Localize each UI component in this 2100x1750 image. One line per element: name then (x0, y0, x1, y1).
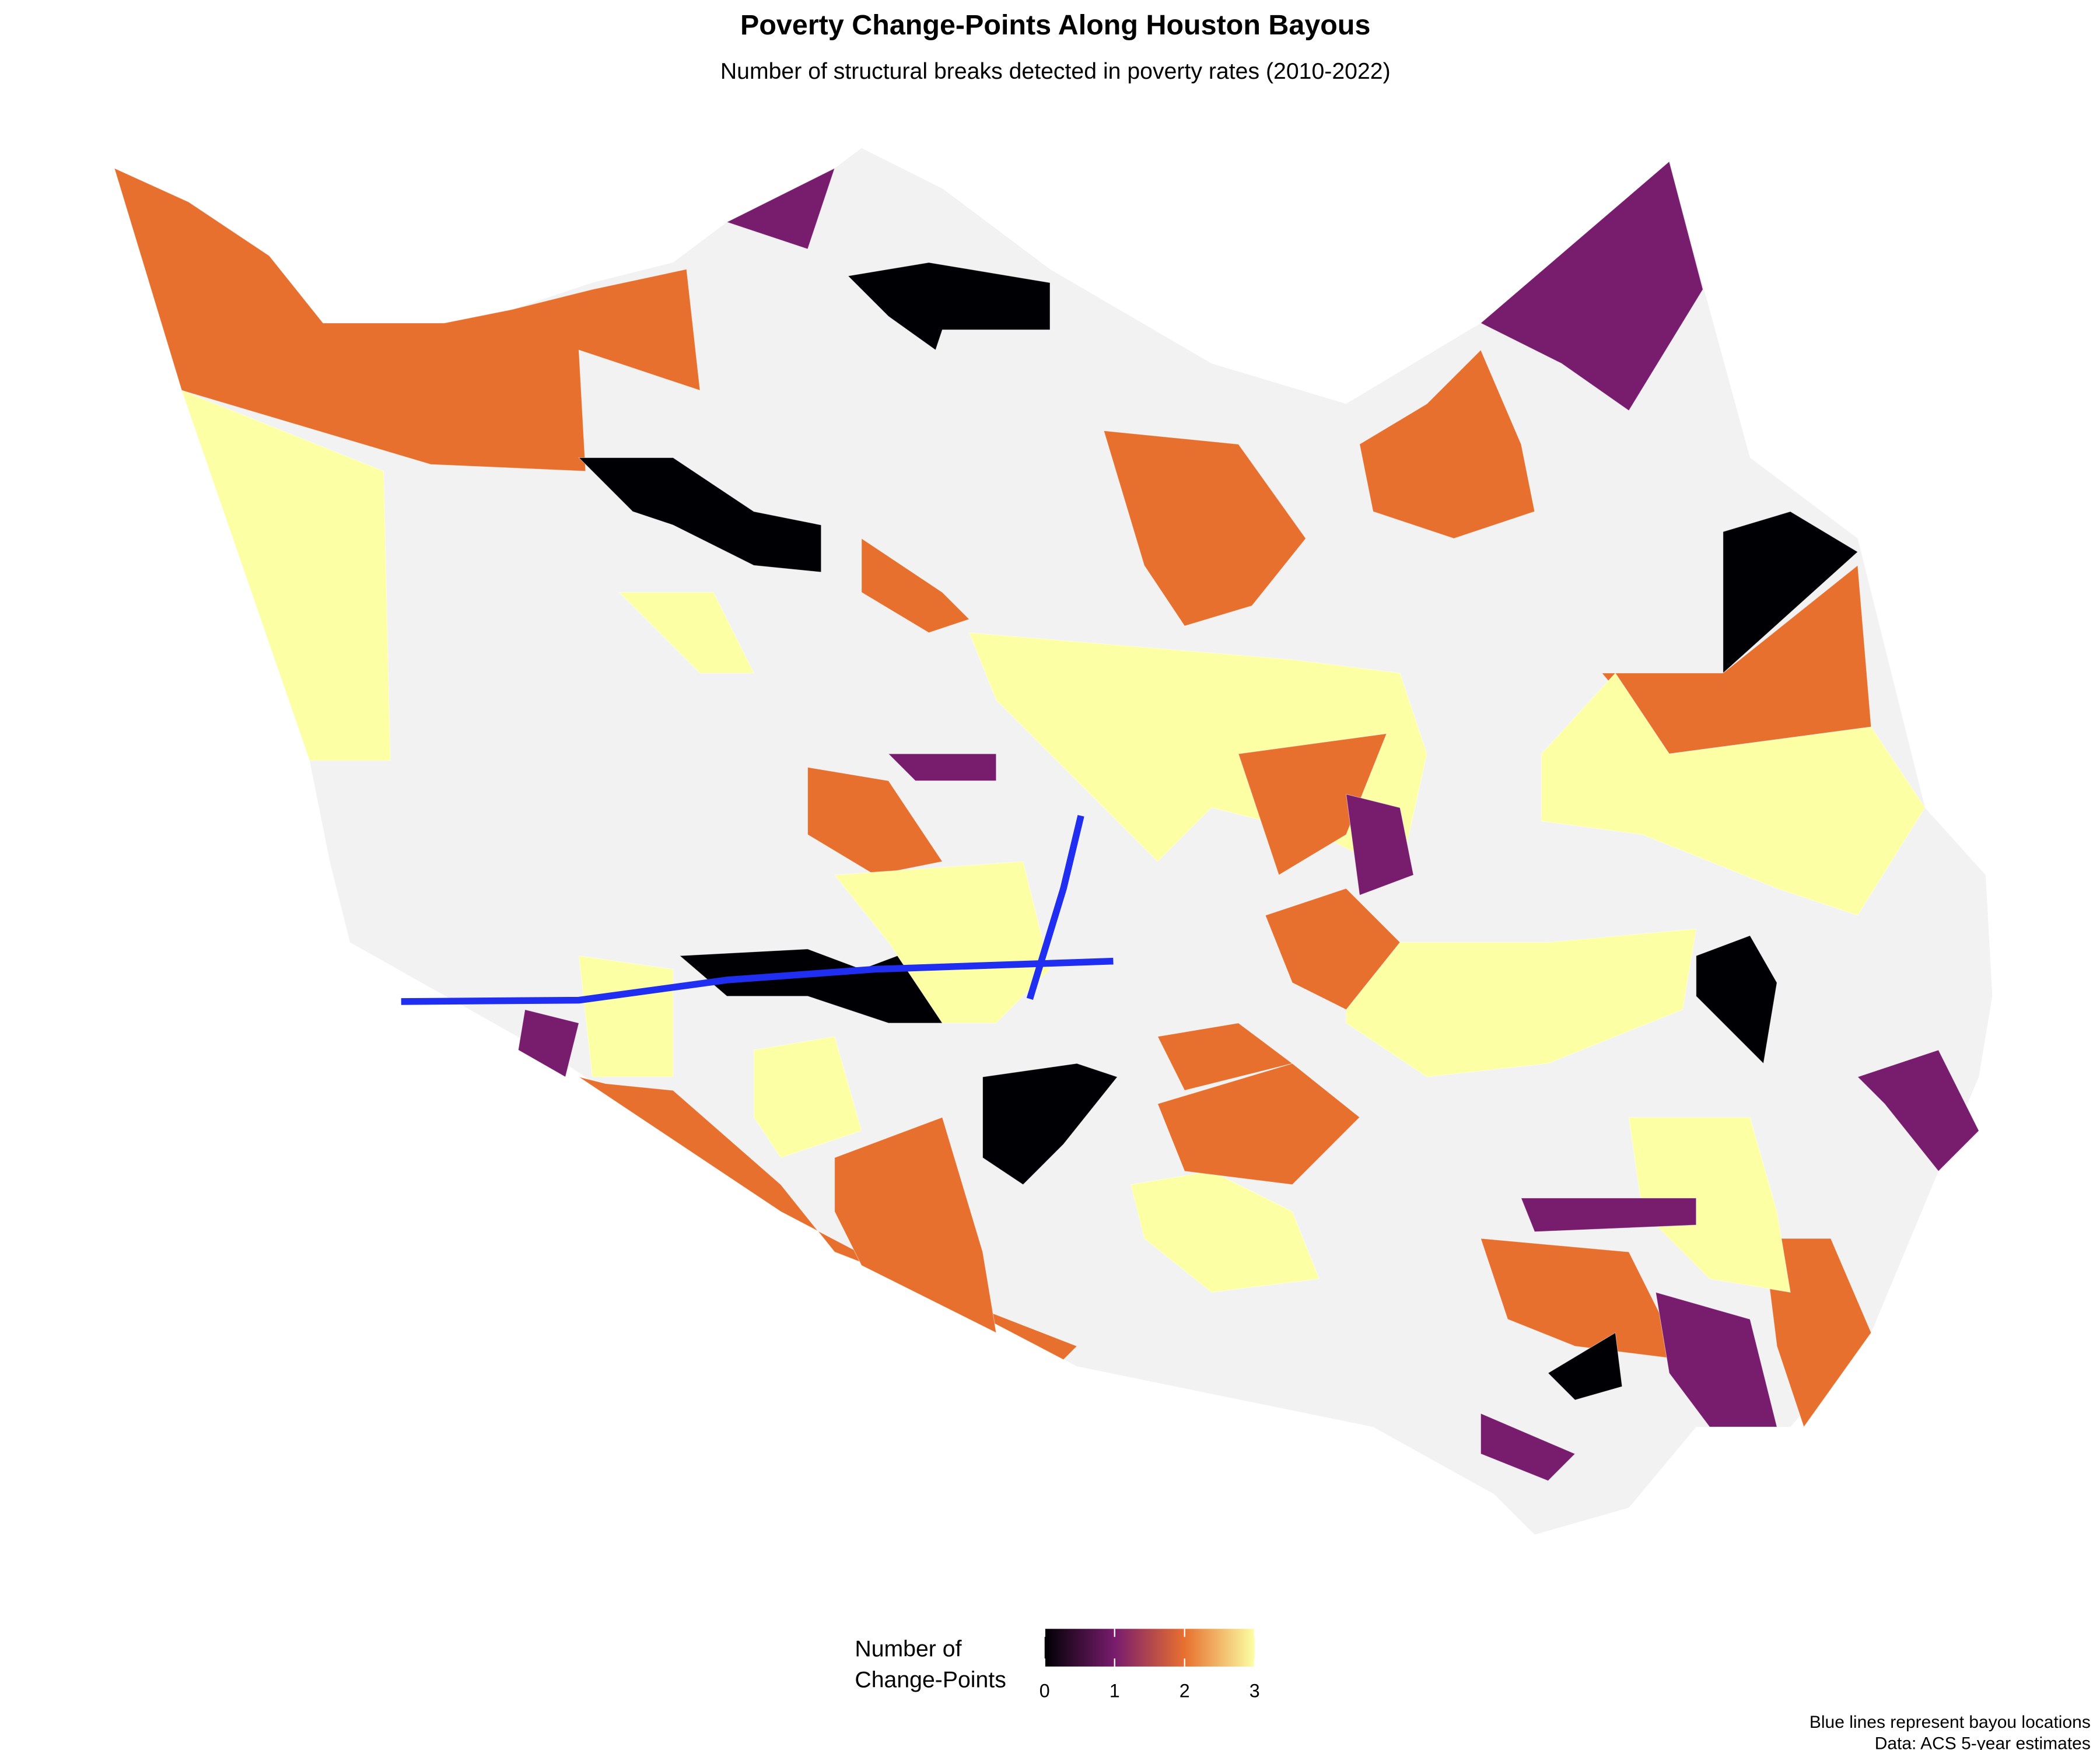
tract (1346, 793, 1414, 896)
tract (1265, 888, 1401, 1010)
tract (887, 753, 997, 781)
tract (1541, 673, 1926, 916)
title: Poverty Change-Points Along Houston Bayo… (740, 9, 1370, 41)
tract (1480, 1413, 1576, 1482)
tract (181, 390, 391, 761)
legend-title: Number of (855, 1636, 961, 1662)
tract (1723, 511, 1859, 674)
caption: Data: ACS 5-year estimates (1875, 1734, 2091, 1750)
tract (114, 167, 701, 472)
caption: Blue lines represent bayou locations (1810, 1713, 2091, 1732)
subtitle: Number of structural breaks detected in … (720, 58, 1391, 84)
tract (1696, 935, 1777, 1065)
tracts (114, 161, 1979, 1482)
tract (982, 1063, 1118, 1185)
tract (579, 1076, 1077, 1360)
tract (807, 766, 943, 876)
legend-tick-label: 3 (1250, 1680, 1260, 1701)
tract (1103, 430, 1307, 626)
tract (578, 457, 822, 573)
legend-tick-label: 1 (1110, 1680, 1120, 1701)
tract (753, 1036, 862, 1158)
legend-title: Change-Points (855, 1667, 1006, 1693)
legend-tick-label: 2 (1180, 1680, 1190, 1701)
tract (517, 1009, 579, 1077)
tract (1157, 1063, 1360, 1185)
tract (578, 955, 674, 1077)
bayou-line (1026, 815, 1084, 1000)
legend-tick-label: 0 (1040, 1680, 1050, 1701)
tract (1480, 161, 1703, 411)
tract (1238, 733, 1387, 876)
tract (1346, 928, 1697, 1077)
tract (726, 167, 835, 250)
tract (618, 592, 755, 674)
tract (1548, 1332, 1623, 1401)
tract (847, 262, 1051, 351)
tract (1655, 1292, 1777, 1427)
bayou-line (401, 957, 1114, 1005)
tract (834, 1116, 997, 1334)
tract (1521, 1198, 1697, 1233)
colorbar (1044, 1629, 1255, 1667)
tract (1857, 1049, 1979, 1172)
tract (1157, 1023, 1293, 1091)
tract (834, 861, 1051, 1024)
tract (1359, 349, 1535, 539)
tract (861, 538, 970, 634)
tract (1763, 1238, 1872, 1428)
tract (1480, 1238, 1684, 1360)
